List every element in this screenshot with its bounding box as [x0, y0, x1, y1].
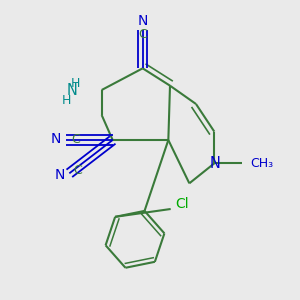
Text: N: N [210, 157, 220, 172]
Text: C: C [71, 133, 80, 146]
Text: C: C [138, 28, 147, 40]
Text: H: H [70, 77, 80, 90]
Text: N: N [137, 14, 148, 28]
Text: CH₃: CH₃ [250, 157, 273, 170]
Text: N: N [54, 168, 64, 182]
Text: N: N [67, 83, 77, 98]
Text: N: N [51, 132, 61, 146]
Text: C: C [73, 164, 82, 177]
Text: Cl: Cl [175, 197, 188, 211]
Text: H: H [62, 94, 71, 107]
